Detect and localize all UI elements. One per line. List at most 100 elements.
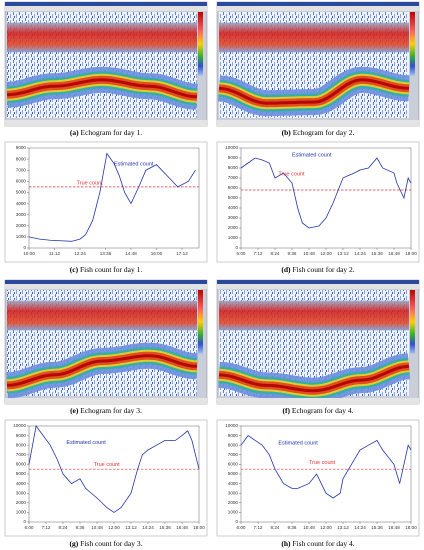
y-tick-label: 3000 — [16, 490, 27, 495]
x-tick-label: 16:48 — [388, 251, 400, 256]
reference-label: True count — [278, 171, 305, 177]
plot-area — [28, 147, 200, 249]
x-tick-label: 9:36 — [288, 525, 297, 530]
chart-frame — [216, 141, 420, 263]
y-tick-label: 8000 — [228, 442, 239, 447]
x-tick-label: 14:48 — [125, 251, 137, 256]
y-tick-label: 5000 — [228, 195, 239, 200]
x-tick-label: 18:00 — [193, 525, 205, 530]
reference-label: True count — [309, 460, 336, 466]
y-tick-label: 2000 — [16, 223, 27, 228]
color-bar — [198, 290, 203, 354]
y-tick-label: 6000 — [16, 179, 27, 184]
caption-text: Fish count for day 3. — [80, 539, 142, 548]
estimated-count-line — [240, 157, 412, 229]
x-tick-label: 17:12 — [176, 251, 188, 256]
y-tick-label: 6000 — [16, 462, 27, 467]
caption-text: Echogram for day 2. — [293, 128, 355, 137]
x-tick-label: 14:24 — [142, 525, 154, 530]
caption-label: (h) — [281, 539, 291, 548]
caption: (b) Echogram for day 2. — [282, 128, 355, 137]
y-tick-label: 3000 — [16, 212, 27, 217]
surface-band — [7, 300, 197, 331]
y-tick-label: 5000 — [228, 471, 239, 476]
caption: (g) Fish count for day 3. — [70, 539, 143, 548]
y-tick-label: 5000 — [16, 471, 27, 476]
x-tick-label: 18:00 — [405, 251, 417, 256]
x-tick-label: 12:00 — [320, 525, 332, 530]
color-bar — [410, 290, 415, 354]
color-bar — [410, 12, 415, 76]
reference-label: True count — [77, 180, 104, 186]
y-tick-label: 0 — [23, 245, 26, 250]
reference-label: True count — [94, 462, 121, 468]
x-tick-label: 9:36 — [76, 525, 85, 530]
series-label: Estimated count — [292, 152, 332, 158]
chart-frame — [4, 419, 208, 537]
x-tick-label: 9:36 — [288, 251, 297, 256]
status-bar — [217, 120, 419, 126]
x-tick-label: 13:36 — [100, 251, 112, 256]
y-tick-label: 4000 — [228, 481, 239, 486]
surface-band — [219, 300, 409, 331]
x-tick-label: 16:48 — [176, 525, 188, 530]
caption-label: (d) — [281, 265, 291, 274]
seabed-band — [6, 78, 198, 99]
y-tick-label: 2000 — [16, 500, 27, 505]
y-tick-label: 4000 — [228, 205, 239, 210]
caption-text: Echogram for day 1. — [80, 128, 142, 137]
x-tick-label: 15:36 — [371, 251, 383, 256]
y-tick-label: 5000 — [16, 190, 27, 195]
caption: (d) Fish count for day 2. — [281, 265, 354, 274]
x-tick-label: 8:24 — [271, 525, 280, 530]
toolbar — [5, 6, 207, 11]
caption-label: (a) — [70, 128, 79, 137]
y-tick-label: 2000 — [228, 500, 239, 505]
seabed-band — [218, 78, 410, 105]
y-tick-label: 4000 — [16, 481, 27, 486]
x-tick-label: 10:00 — [23, 251, 35, 256]
x-tick-label: 10:48 — [303, 525, 315, 530]
x-tick-label: 14:24 — [354, 251, 366, 256]
x-tick-label: 7:12 — [254, 525, 263, 530]
x-tick-label: 15:36 — [371, 525, 383, 530]
y-tick-label: 7000 — [16, 452, 27, 457]
x-tick-label: 16:00 — [151, 251, 163, 256]
y-tick-label: 7000 — [16, 167, 27, 172]
y-tick-label: 1000 — [16, 510, 27, 515]
chart-frame — [216, 419, 420, 537]
estimated-count-line — [240, 435, 412, 499]
caption-label: (g) — [70, 539, 79, 548]
x-tick-label: 8:24 — [59, 525, 68, 530]
series-label: Estimated count — [66, 440, 106, 446]
y-tick-label: 9000 — [16, 433, 27, 438]
chart-frame — [4, 141, 208, 263]
series-label: Estimated count — [114, 161, 154, 167]
y-tick-label: 6000 — [228, 462, 239, 467]
x-tick-label: 12:00 — [320, 251, 332, 256]
caption: (c) Fish count for day 1. — [70, 265, 143, 274]
y-tick-label: 2000 — [228, 225, 239, 230]
y-tick-label: 10000 — [225, 423, 238, 428]
status-bar — [217, 398, 419, 404]
caption-label: (b) — [282, 128, 292, 137]
x-tick-label: 12:24 — [74, 251, 86, 256]
caption-text: Fish count for day 2. — [292, 265, 354, 274]
y-tick-label: 1000 — [228, 235, 239, 240]
x-tick-label: 16:48 — [388, 525, 400, 530]
x-tick-label: 11:12 — [49, 251, 61, 256]
caption-label: (e) — [70, 406, 79, 415]
x-tick-label: 6:00 — [25, 525, 34, 530]
x-tick-label: 7:12 — [254, 251, 263, 256]
y-tick-label: 9000 — [16, 145, 27, 150]
color-bar — [198, 12, 203, 76]
y-tick-label: 6000 — [228, 185, 239, 190]
toolbar — [5, 284, 207, 289]
y-tick-label: 8000 — [16, 442, 27, 447]
x-tick-label: 18:00 — [405, 525, 417, 530]
y-tick-label: 10000 — [13, 423, 26, 428]
y-tick-label: 9000 — [228, 155, 239, 160]
y-tick-label: 3000 — [228, 215, 239, 220]
surface-band — [219, 22, 409, 53]
caption-text: Fish count for day 4. — [292, 539, 354, 548]
